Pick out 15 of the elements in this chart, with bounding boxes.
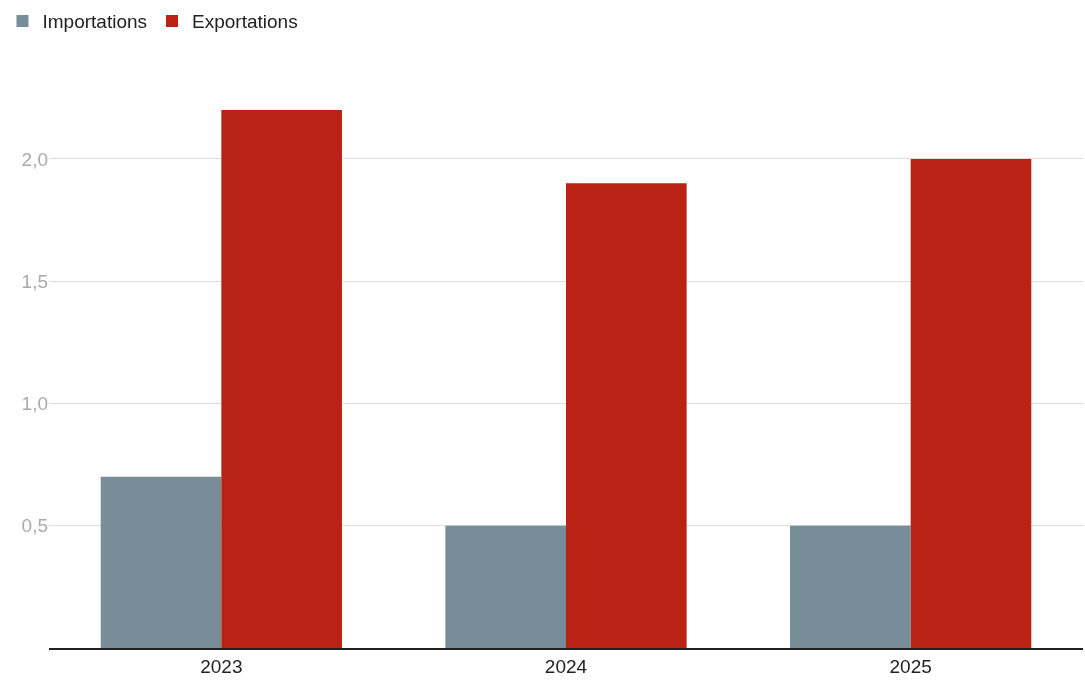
- y-tick-label: 0,5: [21, 515, 48, 537]
- legend-label: Importations: [42, 11, 148, 33]
- bar: [566, 183, 687, 648]
- x-tick-label: 2025: [889, 655, 932, 677]
- y-tick-label: 1,5: [21, 270, 48, 292]
- bar: [445, 525, 566, 648]
- bar: [910, 158, 1032, 648]
- bar: [221, 110, 342, 648]
- x-tick-label: 2023: [200, 655, 243, 677]
- legend-label: Exportations: [192, 11, 298, 33]
- y-tick-label: 1,0: [21, 393, 48, 415]
- y-tick-label: 2,0: [21, 148, 48, 170]
- bar: [790, 525, 911, 648]
- bar: [100, 476, 222, 648]
- x-tick-label: 2024: [544, 655, 588, 677]
